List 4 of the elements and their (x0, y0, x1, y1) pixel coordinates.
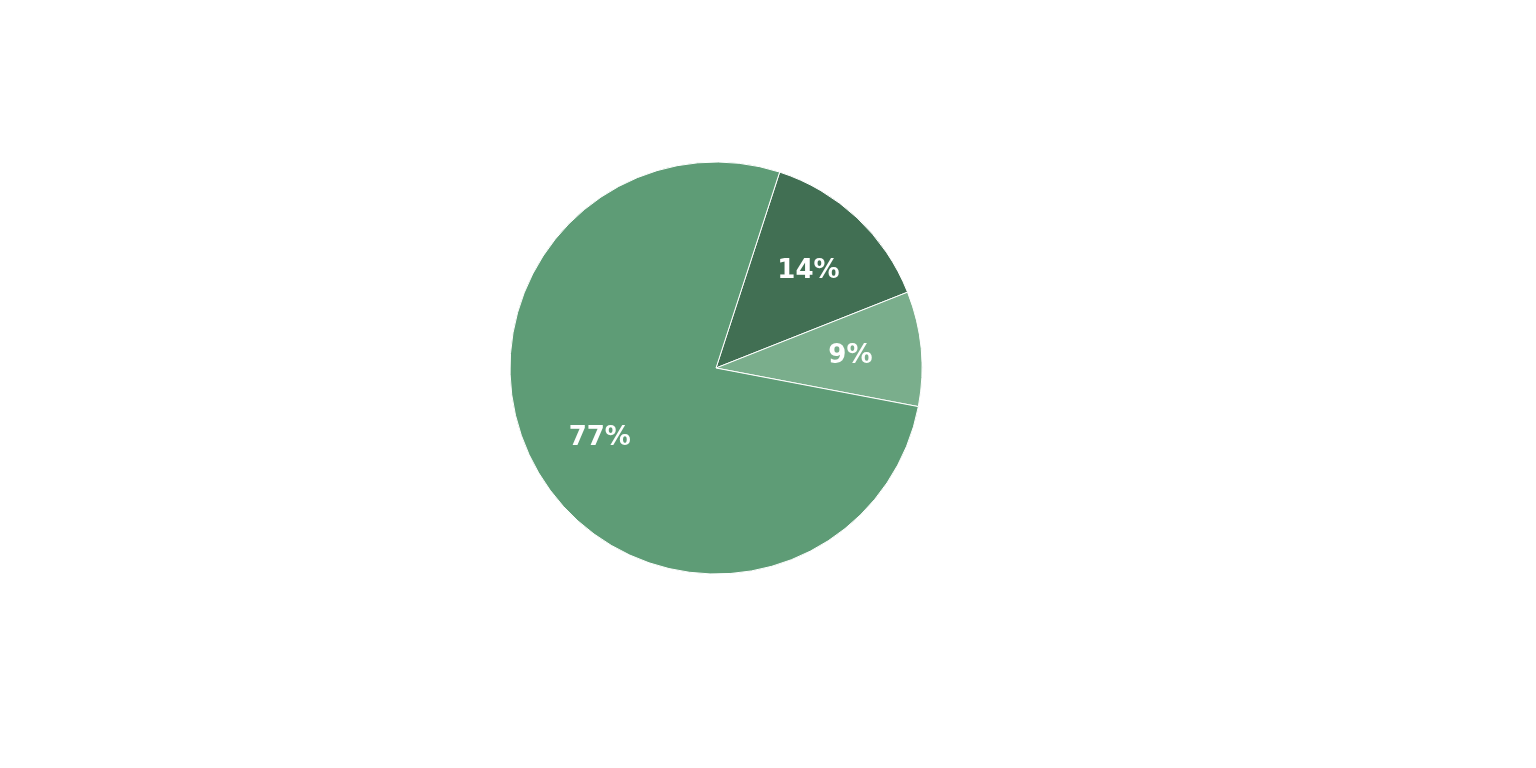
data-label: 14% (777, 253, 840, 284)
data-label: 9% (828, 339, 873, 370)
data-label: 77% (568, 420, 631, 451)
pie-slice (509, 161, 919, 575)
